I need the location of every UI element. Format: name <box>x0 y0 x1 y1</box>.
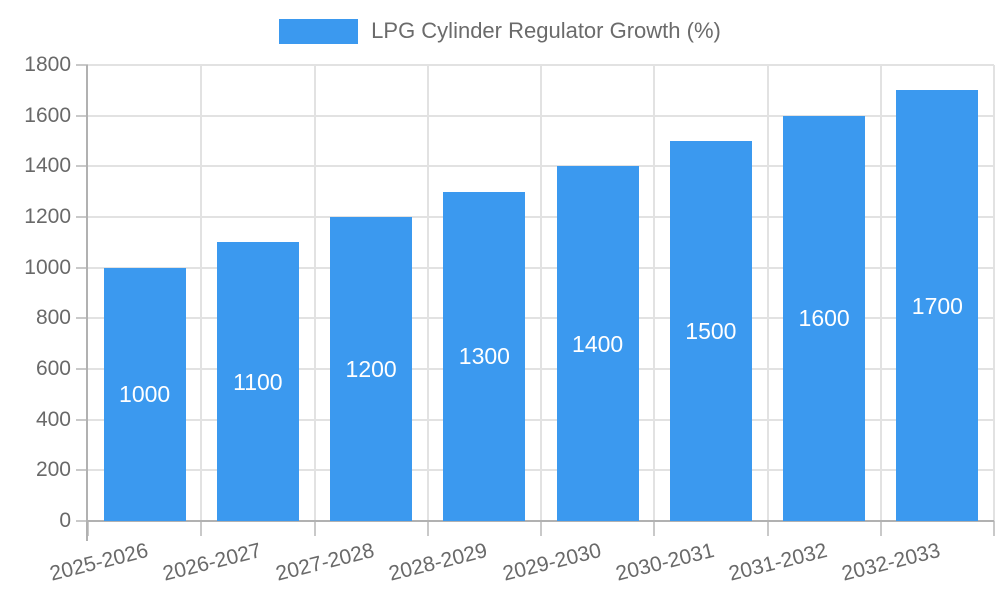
y-tick-label: 800 <box>35 306 71 330</box>
gridline-v <box>313 65 316 521</box>
y-tick-label: 600 <box>35 357 71 380</box>
y-tick-mark <box>76 216 88 218</box>
y-tick-mark <box>76 520 88 522</box>
y-tick-mark <box>76 317 88 320</box>
legend[interactable]: LPG Cylinder Regulator Growth (%) <box>0 18 1000 44</box>
x-tick-mark <box>653 521 656 536</box>
x-tick-mark <box>879 521 882 536</box>
y-tick-label: 1800 <box>24 53 71 76</box>
bar <box>443 191 526 521</box>
y-tick-label: 400 <box>35 407 71 431</box>
legend-label: LPG Cylinder Regulator Growth (%) <box>371 18 721 43</box>
x-tick-mark <box>426 521 429 536</box>
y-tick-label: 1000 <box>24 255 71 279</box>
y-tick-mark <box>76 64 88 66</box>
gridline-v <box>766 65 769 521</box>
gridline-v <box>879 65 882 521</box>
x-tick-mark <box>200 521 203 536</box>
bar-value-label: 1300 <box>458 343 510 370</box>
bar-value-label: 1700 <box>911 292 963 319</box>
bar-value-label: 1600 <box>798 305 850 332</box>
y-tick-mark <box>76 418 88 421</box>
x-tick-mark <box>87 521 89 536</box>
y-tick-label: 1200 <box>24 205 71 228</box>
bar <box>216 242 299 521</box>
gridline-v <box>540 65 542 521</box>
x-tick-mark <box>313 521 316 536</box>
bar <box>330 217 413 521</box>
y-tick-mark <box>76 469 88 472</box>
x-axis-line <box>88 520 994 522</box>
gridline-v <box>653 65 656 521</box>
y-tick-label: 0 <box>59 509 71 532</box>
y-tick-mark <box>76 266 88 269</box>
bar-value-label: 1000 <box>119 381 171 408</box>
y-tick-mark <box>76 114 88 117</box>
bar <box>556 166 639 521</box>
bar <box>103 267 186 521</box>
x-tick-mark <box>993 521 995 536</box>
x-tick-mark <box>766 521 769 536</box>
y-tick-label: 1600 <box>24 103 71 127</box>
y-tick-label: 200 <box>35 458 71 482</box>
x-tick-mark <box>540 521 542 536</box>
legend-swatch <box>279 18 359 44</box>
bar-value-label: 1200 <box>345 356 397 382</box>
bar <box>783 115 866 521</box>
bar-value-label: 1100 <box>233 368 283 395</box>
y-tick-mark <box>76 165 88 168</box>
y-tick-mark <box>76 368 88 370</box>
bar <box>669 141 752 521</box>
bar-value-label: 1500 <box>685 318 737 344</box>
y-axis-line <box>86 65 88 541</box>
gridline-v <box>200 65 203 521</box>
y-tick-label: 1400 <box>24 154 71 178</box>
gridline-v <box>993 65 995 521</box>
bar-value-label: 1400 <box>572 330 624 357</box>
gridline-v <box>426 65 429 521</box>
bar <box>896 90 979 521</box>
